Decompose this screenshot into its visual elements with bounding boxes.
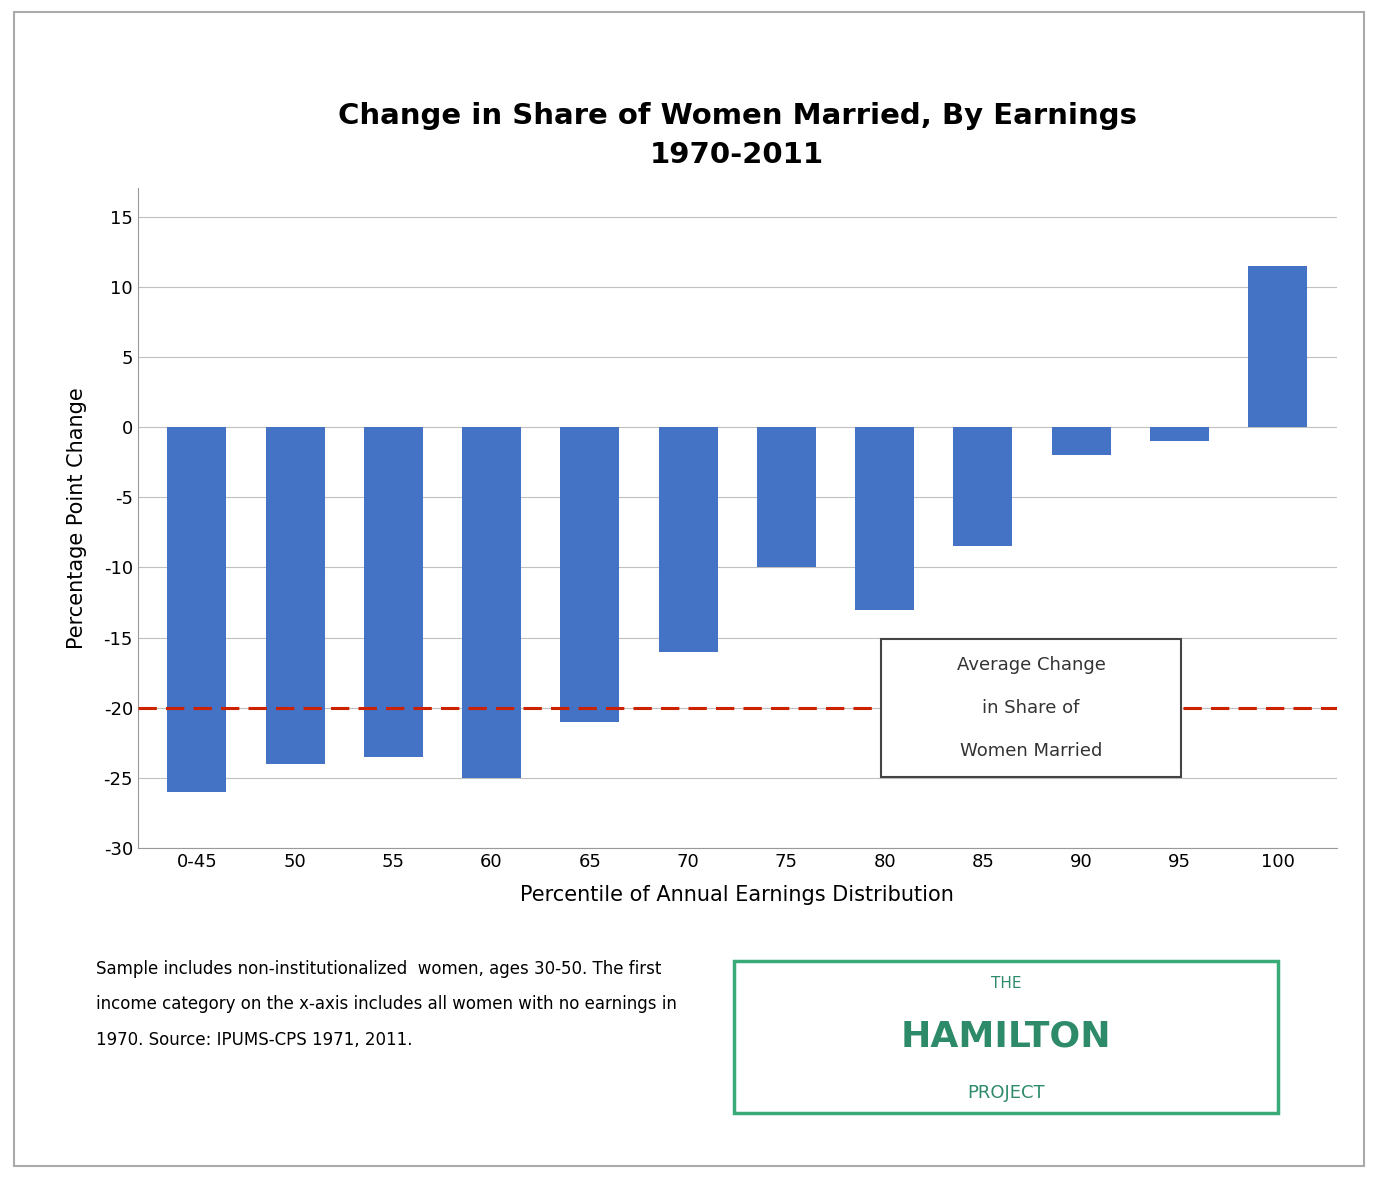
- Bar: [561, 428, 619, 722]
- Bar: [757, 428, 816, 568]
- Text: Sample includes non-institutionalized  women, ages 30-50. The first: Sample includes non-institutionalized wo…: [96, 960, 661, 978]
- Bar: [659, 428, 718, 651]
- Bar: [364, 428, 423, 757]
- Bar: [167, 428, 226, 792]
- Bar: [856, 428, 914, 609]
- Text: PROJECT: PROJECT: [967, 1084, 1045, 1101]
- Bar: [1151, 428, 1209, 441]
- Bar: [462, 428, 521, 777]
- Text: 1970. Source: IPUMS-CPS 1971, 2011.: 1970. Source: IPUMS-CPS 1971, 2011.: [96, 1031, 413, 1048]
- FancyBboxPatch shape: [881, 638, 1181, 777]
- Bar: [1051, 428, 1111, 455]
- Title: Change in Share of Women Married, By Earnings
1970-2011: Change in Share of Women Married, By Ear…: [338, 102, 1137, 170]
- X-axis label: Percentile of Annual Earnings Distribution: Percentile of Annual Earnings Distributi…: [521, 885, 954, 905]
- Y-axis label: Percentage Point Change: Percentage Point Change: [66, 388, 87, 649]
- Bar: [266, 428, 324, 765]
- Text: HAMILTON: HAMILTON: [901, 1020, 1111, 1053]
- Bar: [1248, 266, 1308, 428]
- Text: THE: THE: [991, 977, 1021, 992]
- Text: Women Married: Women Married: [959, 742, 1102, 760]
- Text: income category on the x-axis includes all women with no earnings in: income category on the x-axis includes a…: [96, 995, 678, 1013]
- Text: Average Change: Average Change: [956, 656, 1105, 674]
- Bar: [954, 428, 1013, 547]
- Text: in Share of: in Share of: [983, 699, 1079, 716]
